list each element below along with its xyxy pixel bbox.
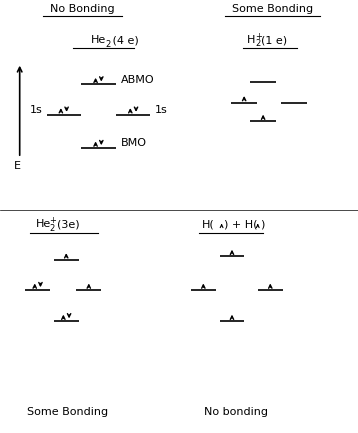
- Text: He: He: [36, 220, 51, 229]
- Text: H: H: [247, 36, 255, 45]
- Text: No Bonding: No Bonding: [50, 4, 115, 14]
- Text: E: E: [14, 161, 21, 171]
- Text: 1s: 1s: [29, 105, 42, 115]
- Text: H(: H(: [202, 220, 215, 229]
- Text: +: +: [49, 216, 56, 225]
- Text: No bonding: No bonding: [204, 407, 268, 417]
- Text: ABMO: ABMO: [121, 74, 155, 85]
- Text: ): ): [260, 220, 264, 229]
- Text: BMO: BMO: [121, 138, 147, 149]
- Text: Some Bonding: Some Bonding: [28, 407, 108, 417]
- Text: (1 e): (1 e): [261, 36, 287, 45]
- Text: (4 e): (4 e): [109, 36, 139, 45]
- Text: ) + H(: ) + H(: [224, 220, 257, 229]
- Text: (3e): (3e): [57, 220, 79, 229]
- Text: 2: 2: [255, 39, 260, 48]
- Text: +: +: [255, 32, 262, 41]
- Text: He: He: [91, 36, 107, 45]
- Text: Some Bonding: Some Bonding: [232, 4, 313, 14]
- Text: 1s: 1s: [155, 105, 168, 115]
- Text: 2: 2: [105, 40, 110, 49]
- Text: 2: 2: [49, 224, 55, 233]
